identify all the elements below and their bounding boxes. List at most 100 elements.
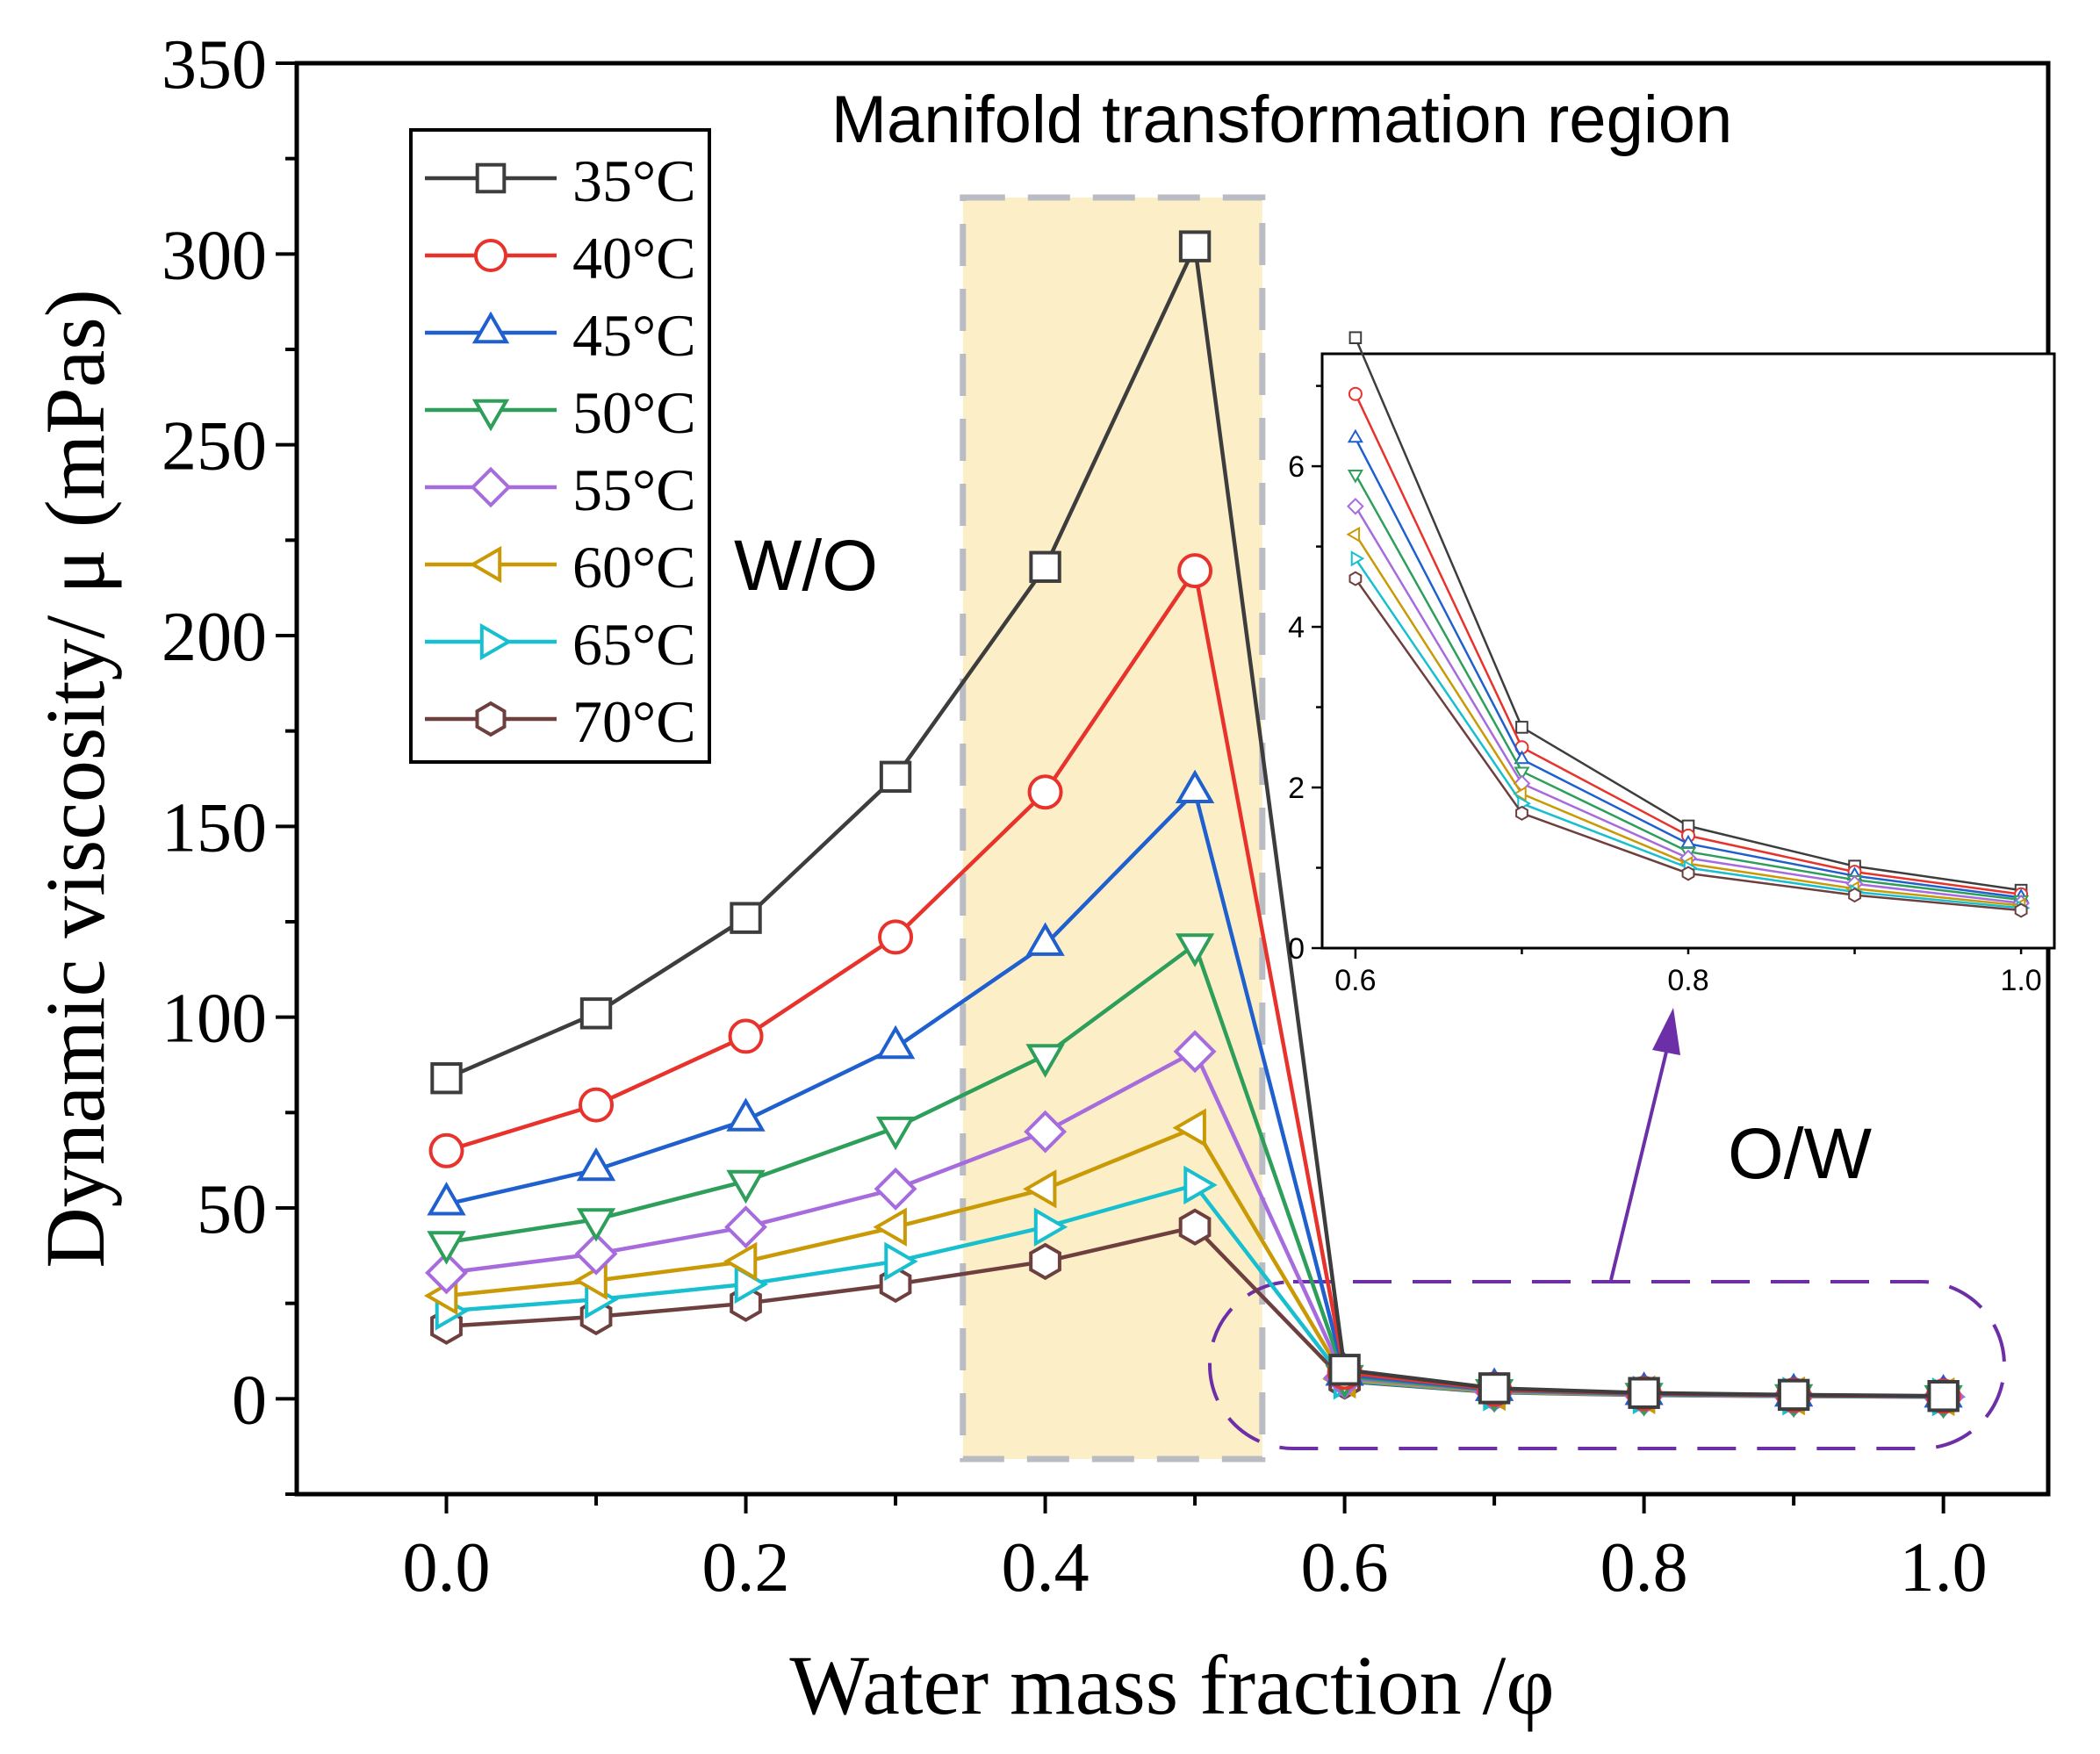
series-group — [423, 230, 1967, 1420]
data-point — [579, 1087, 615, 1123]
data-point — [873, 1207, 907, 1247]
legend-marker — [471, 399, 510, 432]
data-point — [728, 1018, 764, 1054]
x-tick-label: 0.6 — [1301, 1529, 1389, 1607]
data-point — [724, 1205, 767, 1249]
data-point — [875, 1024, 916, 1060]
y-tick-label: 250 — [162, 408, 267, 485]
inset-data-point — [1515, 805, 1528, 821]
data-point — [574, 1232, 618, 1276]
data-point — [1172, 1108, 1206, 1147]
inset-data-point — [1346, 526, 1361, 543]
data-point — [884, 1241, 918, 1282]
inset-y-tick-label: 2 — [1288, 772, 1305, 805]
inset-series-70°C — [1348, 571, 2028, 918]
data-point — [878, 919, 914, 955]
axes: 0.0 0.2 0.4 0.6 0.8 1.0 0 50 100 150 200 250 300 350 — [162, 26, 1988, 1607]
data-point — [576, 1208, 616, 1242]
data-point — [1024, 1110, 1068, 1154]
y-axis-title: Dynamic viscosity/ μ (mPas) — [28, 289, 122, 1268]
data-point — [723, 1241, 758, 1282]
data-point — [1029, 1242, 1061, 1281]
inset-data-point — [2014, 902, 2028, 918]
inset-data-point — [1514, 750, 1530, 765]
inset-y-tick-label: 0 — [1288, 932, 1305, 966]
wo-label: W/O — [734, 526, 878, 606]
data-point — [1173, 1030, 1217, 1074]
legend-label: 40°C — [572, 225, 696, 291]
inset-y-tick-label: 4 — [1288, 611, 1305, 644]
y-tick-label: 100 — [162, 981, 267, 1058]
data-point — [428, 1132, 464, 1168]
data-point — [726, 1097, 766, 1132]
data-point — [1025, 1044, 1065, 1078]
data-point — [1025, 922, 1065, 956]
legend: 35°C 40°C 45°C 50°C 55°C 60°C 65°C 70°C — [409, 128, 711, 764]
inset-data-point — [1848, 888, 1861, 903]
data-point — [1033, 1207, 1068, 1247]
inset-data-point — [1350, 550, 1365, 567]
data-point — [1478, 1372, 1511, 1405]
inset-data-point — [1348, 331, 1363, 345]
ow-highlight — [1208, 1008, 2006, 1450]
data-point — [576, 1147, 616, 1182]
ow-arrow-head — [1652, 1008, 1680, 1055]
data-point — [1175, 933, 1215, 967]
data-point — [1175, 769, 1215, 803]
inset-data-point — [1513, 786, 1527, 802]
x-tick-label: 0.4 — [1002, 1529, 1090, 1607]
inset-data-point — [1681, 866, 1695, 881]
legend-marker — [475, 162, 507, 194]
inset-data-point — [1515, 721, 1528, 734]
series-35°C — [430, 230, 1960, 1413]
y-tick-label: 0 — [232, 1362, 267, 1439]
inset-data-point — [1514, 766, 1530, 781]
x-tick-label: 1.0 — [1900, 1529, 1988, 1607]
data-point — [730, 902, 762, 934]
inset-data-point — [1348, 571, 1363, 586]
data-point — [1328, 1354, 1361, 1386]
region-box — [960, 194, 1266, 1463]
data-point — [1927, 1380, 1960, 1413]
data-point — [1183, 1165, 1218, 1205]
inset-data-point — [1347, 428, 1363, 443]
x-tick-label: 0.0 — [403, 1529, 491, 1607]
data-point — [1027, 774, 1063, 810]
legend-label: 65°C — [572, 611, 696, 678]
legend-marker — [470, 466, 512, 508]
legend-marker — [475, 701, 507, 737]
inset-data-point — [1348, 386, 1363, 401]
x-tick-label: 0.8 — [1600, 1529, 1688, 1607]
legend-label: 55°C — [572, 456, 696, 523]
inset-x-tick-label: 0.8 — [1667, 964, 1708, 997]
legend-marker — [474, 239, 507, 272]
data-point — [425, 1251, 468, 1295]
x-axis-title: Water mass fraction /φ — [789, 1638, 1554, 1732]
ow-label: O/W — [1728, 1114, 1873, 1194]
inset-data-point — [1347, 497, 1364, 515]
data-point — [726, 1169, 766, 1204]
inset-chart: 0.6 0.8 1.0 0 2 4 6 — [1288, 331, 2056, 997]
transformation-region — [960, 194, 1266, 1463]
data-point — [1029, 550, 1061, 583]
y-tick-label: 300 — [162, 217, 267, 294]
y-tick-label: 200 — [162, 599, 267, 676]
data-point — [1777, 1378, 1810, 1412]
legend-marker — [479, 622, 513, 661]
y-tick-label: 150 — [162, 789, 267, 866]
data-point — [427, 1182, 466, 1216]
legend-box — [409, 128, 711, 764]
legend-label: 60°C — [572, 534, 696, 600]
data-point — [430, 1062, 463, 1095]
data-point — [427, 1231, 466, 1265]
legend-label: 45°C — [572, 302, 696, 369]
data-point — [1178, 230, 1212, 262]
data-point — [1628, 1377, 1660, 1409]
legend-label: 70°C — [572, 688, 696, 755]
data-point — [874, 1167, 917, 1211]
legend-label: 35°C — [572, 147, 696, 214]
data-point — [1022, 1169, 1057, 1209]
data-point — [875, 1116, 916, 1151]
legend-marker — [469, 545, 502, 584]
